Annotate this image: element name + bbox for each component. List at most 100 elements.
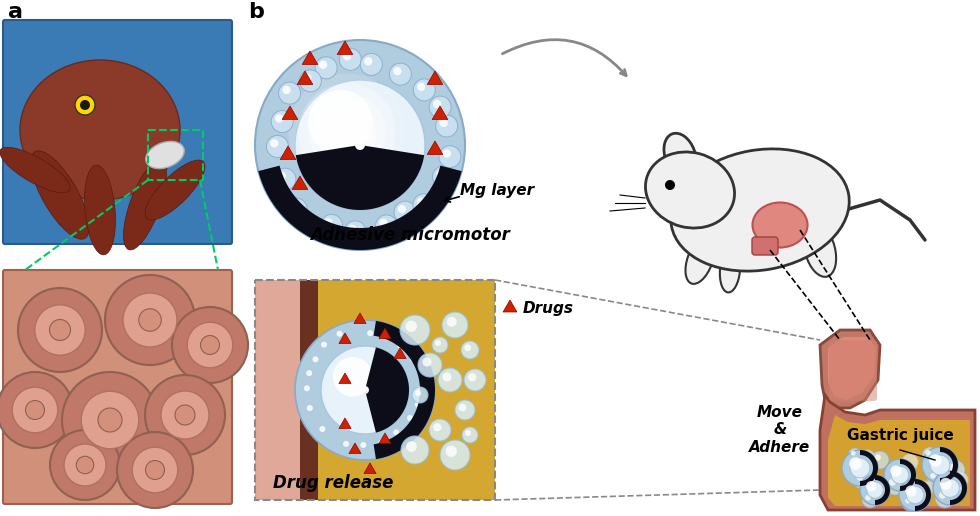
Circle shape — [275, 114, 283, 123]
Circle shape — [394, 340, 411, 356]
Circle shape — [285, 198, 308, 220]
Circle shape — [412, 399, 428, 415]
Circle shape — [320, 214, 342, 236]
Circle shape — [442, 373, 452, 381]
Polygon shape — [427, 141, 443, 154]
Circle shape — [375, 215, 398, 237]
Circle shape — [334, 328, 350, 344]
Circle shape — [902, 495, 918, 511]
Circle shape — [850, 457, 861, 470]
Circle shape — [412, 387, 428, 403]
FancyBboxPatch shape — [3, 20, 232, 244]
Circle shape — [368, 330, 373, 336]
Circle shape — [906, 486, 916, 496]
Circle shape — [408, 353, 423, 369]
Circle shape — [446, 445, 457, 457]
Circle shape — [941, 479, 959, 497]
Circle shape — [317, 423, 332, 439]
Circle shape — [891, 466, 908, 484]
Circle shape — [25, 400, 44, 420]
Circle shape — [455, 400, 475, 420]
Circle shape — [429, 419, 451, 441]
Circle shape — [105, 275, 195, 365]
Circle shape — [418, 353, 442, 377]
Ellipse shape — [685, 236, 714, 284]
Polygon shape — [875, 475, 890, 505]
Circle shape — [35, 305, 85, 355]
Circle shape — [925, 450, 931, 456]
Circle shape — [866, 482, 883, 498]
Polygon shape — [820, 330, 880, 408]
Polygon shape — [503, 300, 517, 312]
Circle shape — [899, 479, 931, 511]
Circle shape — [860, 475, 890, 505]
Circle shape — [308, 90, 373, 155]
Circle shape — [850, 458, 870, 478]
Circle shape — [416, 386, 422, 392]
Circle shape — [295, 80, 425, 210]
Circle shape — [123, 293, 177, 347]
Polygon shape — [337, 41, 353, 55]
Circle shape — [98, 408, 122, 432]
FancyBboxPatch shape — [752, 237, 778, 255]
Text: a: a — [8, 2, 23, 22]
Text: Gastric juice: Gastric juice — [847, 428, 954, 443]
Circle shape — [318, 339, 334, 355]
Circle shape — [935, 488, 955, 508]
Circle shape — [161, 391, 209, 439]
Circle shape — [416, 198, 425, 206]
Circle shape — [365, 328, 380, 344]
Circle shape — [406, 441, 416, 452]
Circle shape — [853, 471, 871, 489]
Circle shape — [415, 401, 420, 408]
Circle shape — [278, 82, 301, 104]
Circle shape — [952, 472, 968, 488]
Circle shape — [902, 454, 918, 470]
Polygon shape — [379, 328, 391, 338]
Polygon shape — [427, 71, 443, 85]
Ellipse shape — [145, 160, 205, 220]
Polygon shape — [292, 176, 308, 189]
Ellipse shape — [663, 133, 696, 177]
Circle shape — [857, 474, 863, 480]
Circle shape — [930, 473, 936, 478]
Polygon shape — [339, 333, 351, 344]
Circle shape — [76, 456, 94, 474]
Circle shape — [382, 332, 388, 338]
Circle shape — [891, 465, 902, 477]
Circle shape — [361, 54, 382, 75]
Circle shape — [433, 100, 441, 108]
Polygon shape — [302, 51, 318, 64]
Circle shape — [361, 442, 367, 448]
Circle shape — [417, 83, 425, 91]
Circle shape — [336, 331, 343, 337]
Polygon shape — [297, 71, 313, 85]
Polygon shape — [296, 146, 424, 210]
Polygon shape — [364, 463, 376, 474]
Polygon shape — [349, 443, 361, 454]
Circle shape — [64, 444, 106, 486]
Circle shape — [393, 429, 399, 436]
Polygon shape — [820, 395, 975, 510]
Ellipse shape — [0, 147, 71, 193]
Circle shape — [945, 460, 965, 480]
Circle shape — [937, 459, 953, 475]
Ellipse shape — [720, 248, 740, 293]
Circle shape — [400, 315, 430, 345]
Text: Mg layer: Mg layer — [460, 183, 534, 198]
Circle shape — [432, 166, 455, 188]
Circle shape — [433, 423, 441, 431]
Circle shape — [80, 100, 90, 110]
Circle shape — [289, 202, 297, 210]
Circle shape — [321, 346, 409, 434]
Circle shape — [949, 464, 956, 471]
Text: b: b — [248, 2, 264, 22]
Circle shape — [12, 387, 58, 433]
Circle shape — [848, 448, 862, 462]
Circle shape — [339, 49, 362, 70]
Text: Move
&
Adhere: Move & Adhere — [750, 405, 810, 455]
Circle shape — [298, 83, 396, 181]
Ellipse shape — [646, 152, 735, 228]
Circle shape — [175, 405, 195, 425]
Circle shape — [304, 385, 310, 391]
